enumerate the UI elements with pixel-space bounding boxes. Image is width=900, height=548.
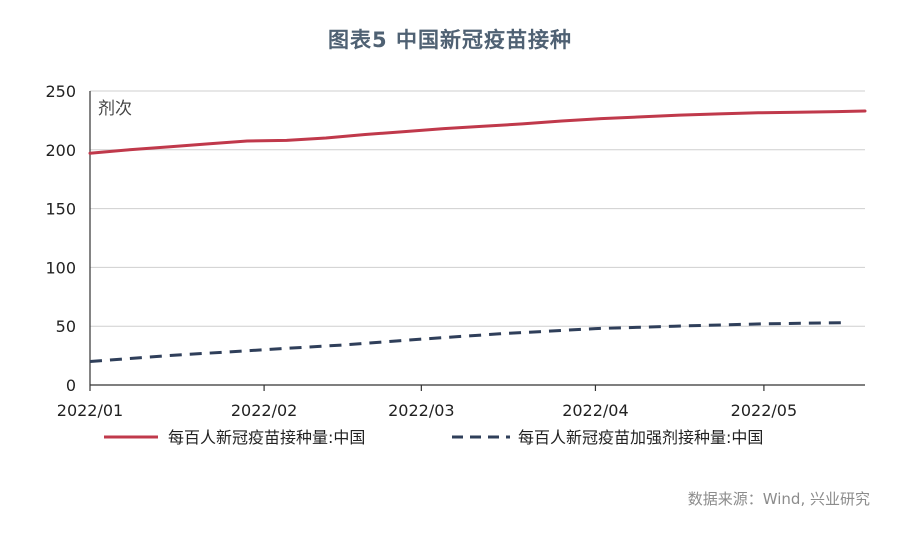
series-line-1	[88, 109, 867, 155]
legend-label-2: 每百人新冠疫苗加强剂接种量:中国	[518, 428, 763, 447]
y-tick-label-200: 200	[45, 141, 76, 160]
x-tick-label-4: 2022/05	[731, 401, 797, 420]
y-tick-label-150: 150	[45, 200, 76, 219]
x-tick-label-3: 2022/04	[562, 401, 628, 420]
y-tick-label-50: 50	[56, 317, 76, 336]
y-tick-label-0: 0	[66, 376, 76, 395]
y-tick-label-250: 250	[45, 82, 76, 101]
chart-title: 图表5 中国新冠疫苗接种	[328, 28, 572, 52]
series-line-2	[89, 321, 843, 363]
legend-label-1: 每百人新冠疫苗接种量:中国	[168, 428, 365, 447]
x-tick-label-1: 2022/02	[231, 401, 297, 420]
y-axis-label: 剂次	[98, 99, 132, 119]
x-tick-label-2: 2022/03	[388, 401, 454, 420]
source-note: 数据来源：Wind, 兴业研究	[687, 490, 870, 508]
x-tick-label-0: 2022/01	[57, 401, 123, 420]
y-tick-label-100: 100	[45, 258, 76, 277]
